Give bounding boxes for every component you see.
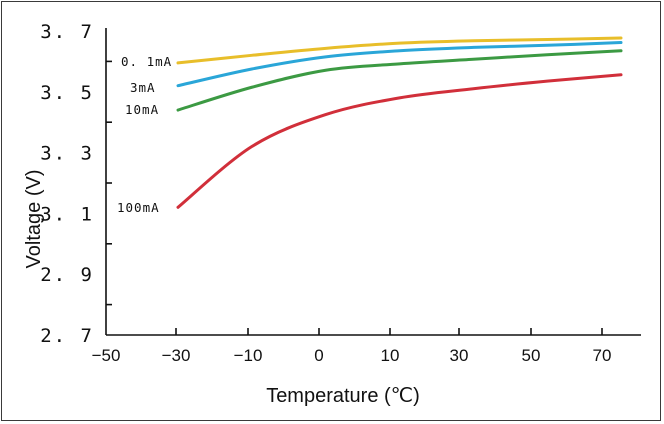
y-tick-label: 2. 7 xyxy=(40,325,94,347)
x-axis-title: Temperature (℃) xyxy=(266,385,420,407)
axes: 3. 7 3. 5 3. 3 3. 1 2. 9 2. 7−50 −30 −10 0 10 30 50… xyxy=(40,21,641,365)
series-line-10ma xyxy=(176,49,623,112)
series-line-01ma xyxy=(176,36,623,65)
y-tick-label: 3. 7 xyxy=(40,21,94,43)
x-tick-label: 10 xyxy=(381,346,400,365)
y-tick-label: 2. 9 xyxy=(40,264,94,286)
series-line-100ma xyxy=(176,73,623,209)
y-axis-title: Voltage (V) xyxy=(23,170,45,269)
labels-layer: 0. 1mA 3mA 10mA 100mA xyxy=(117,54,172,215)
series-layer xyxy=(176,36,623,209)
x-tick-label: −30 xyxy=(162,346,191,365)
series-label: 3mA xyxy=(130,80,156,95)
x-tick-label: 70 xyxy=(593,346,612,365)
series-label: 100mA xyxy=(117,200,160,215)
series-label: 0. 1mA xyxy=(121,54,172,69)
x-tick-label: 50 xyxy=(522,346,541,365)
series-line-3ma xyxy=(176,41,623,88)
x-tick-label: 30 xyxy=(450,346,469,365)
y-tick-label: 3. 3 xyxy=(40,143,94,165)
x-tick-label: −50 xyxy=(92,346,121,365)
series-label: 10mA xyxy=(125,102,159,117)
y-tick-label: 3. 1 xyxy=(40,203,94,225)
x-tick-label: 0 xyxy=(314,346,323,365)
y-tick-label: 3. 5 xyxy=(40,82,94,104)
x-tick-label: −10 xyxy=(234,346,263,365)
